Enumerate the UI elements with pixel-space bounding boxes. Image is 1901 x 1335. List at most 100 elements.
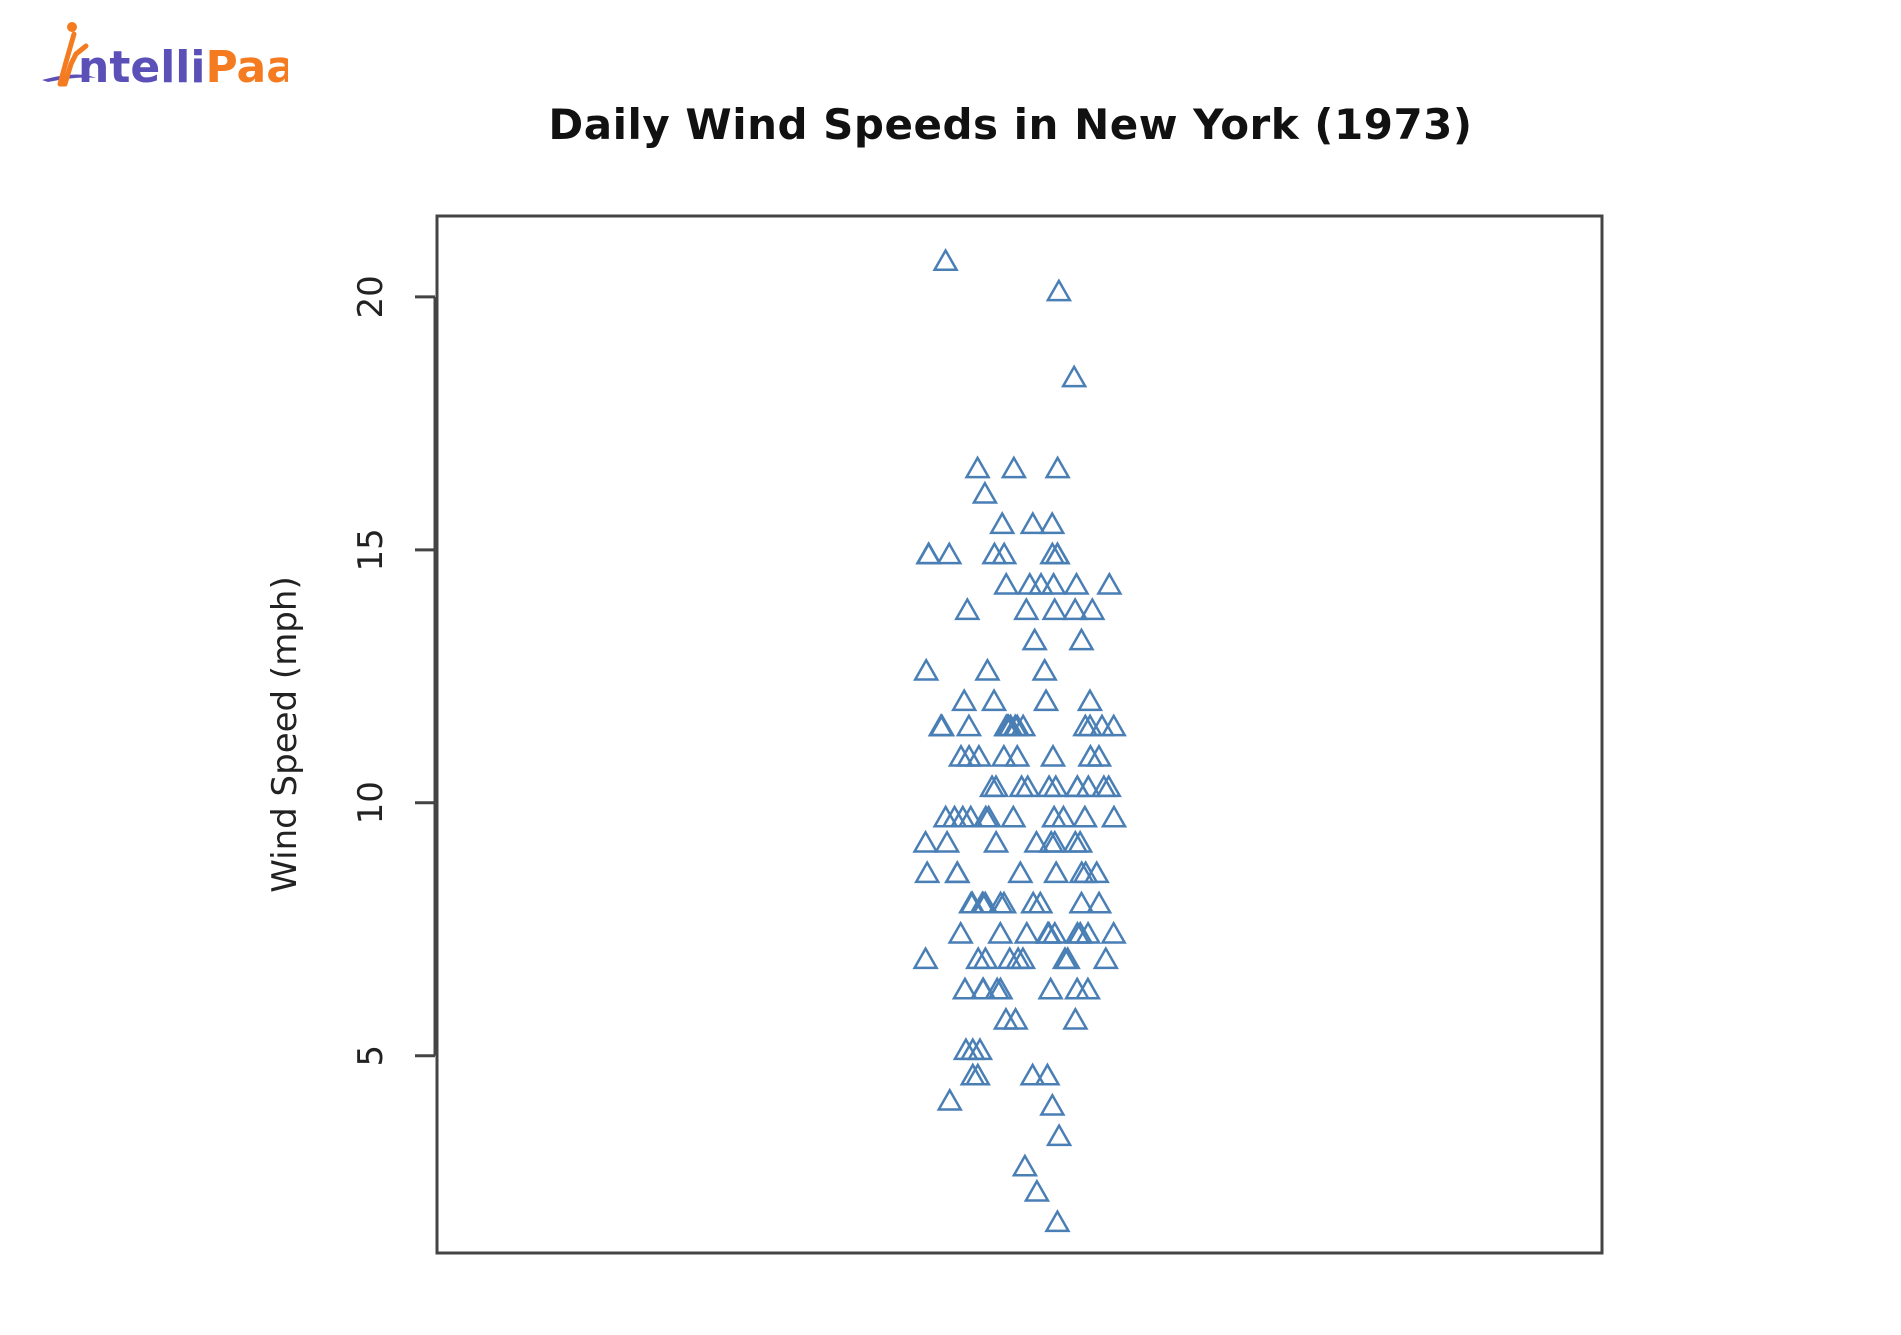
data-point [1092, 946, 1119, 970]
data-point [1031, 657, 1058, 681]
data-point [1002, 713, 1029, 737]
data-point [955, 743, 983, 767]
data-point [982, 774, 1010, 798]
data-point [971, 480, 999, 504]
data-point [1039, 511, 1066, 535]
data-point [1061, 597, 1089, 621]
data-point [1045, 1123, 1073, 1147]
svg-text:ntelliPaat: ntelliPaat [78, 42, 288, 93]
data-point [1072, 860, 1099, 884]
data-point [1011, 1153, 1039, 1177]
data-point [1034, 1062, 1061, 1086]
data-point [1074, 920, 1102, 944]
data-point [1045, 278, 1073, 302]
data-point [978, 774, 1006, 798]
data-point [1032, 688, 1060, 712]
data-point [993, 571, 1020, 595]
data-point [1013, 920, 1040, 944]
data-point [957, 804, 984, 828]
logo-text-primary: ntelli [78, 42, 205, 93]
data-point [1039, 1092, 1066, 1116]
data-point [914, 860, 941, 884]
data-point [944, 860, 971, 884]
data-point [1076, 688, 1104, 712]
data-point [1044, 541, 1071, 565]
data-point [1085, 890, 1113, 914]
data-point [913, 657, 940, 681]
data-point [1004, 743, 1031, 767]
data-point [1016, 571, 1043, 595]
data-point [1040, 571, 1067, 595]
data-point [954, 597, 981, 621]
data-point [1075, 774, 1102, 798]
data-point [974, 657, 1001, 681]
data-point [991, 541, 1018, 565]
data-point [1000, 804, 1027, 828]
data-point [1054, 946, 1081, 970]
data-point [936, 1087, 963, 1111]
data-point [1072, 713, 1099, 737]
data-point [1000, 455, 1028, 479]
data-point [1014, 774, 1041, 798]
data-point [1040, 804, 1068, 828]
data-point [933, 829, 961, 853]
data-point [972, 804, 999, 828]
data-point [1066, 829, 1094, 853]
data-point [1095, 774, 1122, 798]
logo-text-accent: Paat [205, 42, 288, 93]
data-point [1068, 860, 1095, 884]
data-point [972, 890, 999, 914]
data-point [912, 946, 939, 970]
plot-frame [435, 214, 1604, 1255]
data-point [1083, 860, 1110, 884]
data-point [927, 713, 955, 737]
data-point [1009, 946, 1037, 970]
data-point [1085, 743, 1113, 767]
data-point [1007, 860, 1034, 884]
data-point [1088, 713, 1116, 737]
data-point [1041, 597, 1068, 621]
data-point [915, 541, 942, 565]
data-point [1037, 976, 1064, 1000]
data-point [1044, 1209, 1071, 1233]
chart-title: Daily Wind Speeds in New York (1973) [548, 100, 1473, 149]
intellipaat-logo: ntelliPaat [42, 22, 288, 93]
data-point [947, 920, 974, 944]
y-axis-label: Wind Speed (mph) [265, 576, 305, 892]
data-point [1041, 920, 1068, 944]
data-point [1071, 804, 1099, 828]
data-point [959, 1037, 986, 1061]
data-point [964, 1062, 991, 1086]
data-point [958, 890, 985, 914]
logo-figure-body-icon [57, 31, 89, 87]
logo-figure-head-icon [67, 22, 77, 32]
data-point [944, 860, 971, 884]
y-tick-label: 5 [351, 1045, 391, 1067]
data-point [983, 976, 1011, 1000]
data-point [989, 511, 1016, 535]
y-tick-label: 20 [351, 275, 391, 318]
data-point [972, 946, 999, 970]
data-point [980, 688, 1008, 712]
data-point [936, 541, 963, 565]
y-axis: 5 10 15 20 [351, 275, 437, 1067]
data-point [1039, 743, 1067, 767]
data-point [964, 455, 991, 479]
data-point [1060, 364, 1088, 388]
data-point [1021, 627, 1048, 651]
data-point [932, 248, 959, 272]
data-point [955, 713, 983, 737]
data-point [990, 743, 1018, 767]
data-point [1068, 627, 1095, 651]
data-point [969, 976, 997, 1000]
data-point [987, 920, 1014, 944]
data-point [1062, 1006, 1089, 1030]
data-point [1100, 713, 1127, 737]
data-point [1043, 860, 1070, 884]
data-point [912, 829, 939, 853]
data-point [1019, 511, 1046, 535]
data-point [1013, 597, 1040, 621]
data-point [1002, 1006, 1029, 1030]
y-tick-label: 15 [351, 528, 391, 571]
